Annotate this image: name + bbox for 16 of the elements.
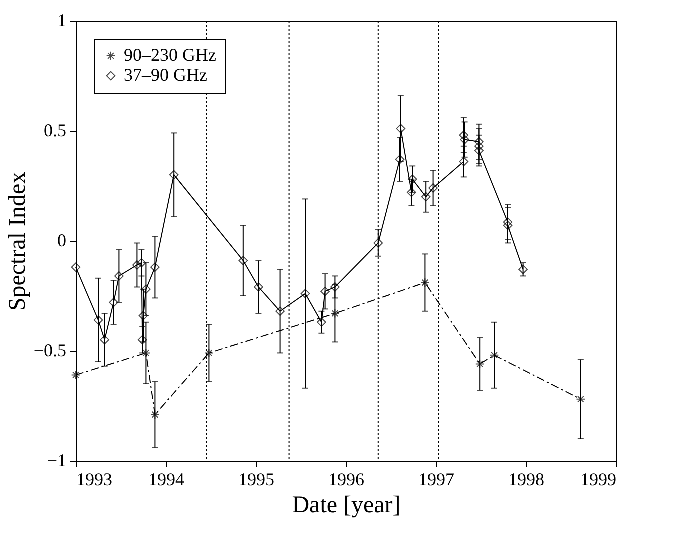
legend-label: 90–230 GHz (124, 45, 216, 65)
y-tick-label: 1 (58, 10, 66, 30)
x-tick-label: 1995 (238, 470, 274, 490)
x-tick-label: 1997 (418, 470, 454, 490)
legend-label: 37–90 GHz (124, 65, 208, 85)
x-tick-label: 1996 (328, 470, 364, 490)
x-tick-label: 1998 (508, 470, 544, 490)
x-tick-label: 1994 (148, 470, 184, 490)
y-tick-label: −1 (47, 450, 66, 470)
y-tick-label: 0 (58, 230, 66, 250)
x-tick-label: 1993 (76, 470, 112, 490)
x-axis-title: Date [year] (292, 492, 401, 518)
y-tick-label: −0.5 (34, 340, 66, 360)
y-axis-title: Spectral Index (4, 172, 31, 312)
x-tick-label: 1999 (580, 470, 616, 490)
y-tick-label: 0.5 (44, 120, 66, 140)
